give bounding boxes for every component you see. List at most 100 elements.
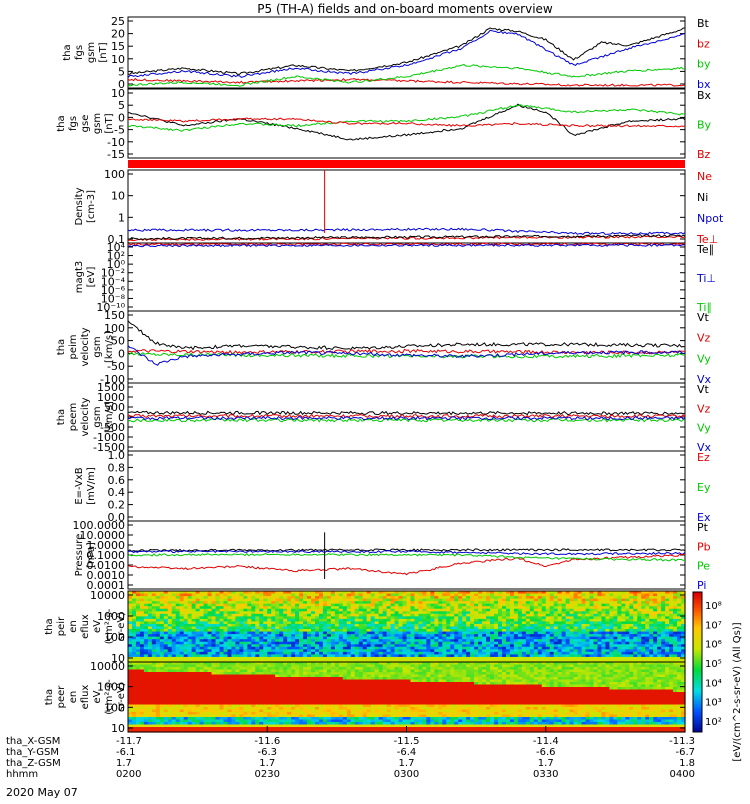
y-axis-label: [eV] xyxy=(86,267,97,288)
y-tick-label: 150 xyxy=(104,309,125,322)
legend-entry: Vy xyxy=(697,422,711,435)
series-Bt xyxy=(128,28,685,75)
y-tick-label: 0.6 xyxy=(108,474,126,487)
series-Vt xyxy=(128,411,685,414)
y-tick-label: 10 xyxy=(111,190,125,203)
legend-entry: Vy xyxy=(697,352,711,365)
legend-entry: Vt xyxy=(697,311,710,324)
y-tick-label: 0.4 xyxy=(108,486,126,499)
legend-entry: Ez xyxy=(697,451,710,464)
series-Vt xyxy=(128,321,685,350)
panel-pressure: 100.000010.00001.00000.10000.01000.00100… xyxy=(73,519,711,592)
legend-entry: Bx xyxy=(697,89,712,102)
legend-entry: By xyxy=(697,119,712,132)
y-axis-label: velocity xyxy=(80,397,91,436)
y-axis-label: fgs xyxy=(74,45,85,60)
y-tick-label: 25 xyxy=(111,15,125,28)
panel-frame xyxy=(128,170,685,243)
y-tick-label: 0 xyxy=(118,111,125,124)
y-tick-label: 10 xyxy=(111,87,125,100)
panel-frame xyxy=(128,243,685,311)
y-axis-label: peem xyxy=(68,403,79,431)
y-tick-label: 10 xyxy=(111,53,125,66)
panel-frame xyxy=(128,311,685,383)
panel-temp: 10⁴10²10⁰10⁻²10⁻⁴10⁻⁶10⁻⁸10⁻¹⁰magt3[eV]T… xyxy=(74,241,716,314)
series-bz xyxy=(128,79,685,87)
y-axis-label: E=-VxB xyxy=(74,467,85,504)
y-axis-label: peir xyxy=(56,616,67,636)
y-axis-label: gsm xyxy=(92,406,103,427)
y-axis-label: [nPa] xyxy=(86,542,97,568)
series-Pe xyxy=(128,554,685,561)
y-tick-label: -15 xyxy=(107,148,125,161)
y-axis-label: gsm xyxy=(92,113,103,134)
legend-entry: Ne xyxy=(697,170,712,183)
y-tick-label: 15 xyxy=(111,40,125,53)
series-Npot xyxy=(128,228,685,234)
panel-frame xyxy=(128,451,685,521)
y-axis-label: [nT] xyxy=(98,42,109,62)
y-axis-label: Density xyxy=(74,187,85,225)
y-axis-label: eflux xyxy=(80,614,91,639)
legend-entry: Bz xyxy=(697,148,711,161)
y-axis-label: tha xyxy=(56,339,67,355)
y-axis-label: magt3 xyxy=(74,261,85,294)
series-Vy xyxy=(128,419,685,422)
series-by xyxy=(128,65,685,87)
legend-entry: Vz xyxy=(697,332,711,345)
y-axis-label: peim xyxy=(68,334,79,359)
y-tick-label: 1 xyxy=(118,211,125,224)
y-axis-label: [nT] xyxy=(104,113,115,133)
y-axis-label: [mV/m] xyxy=(86,467,97,505)
legend-entry: Te∥ xyxy=(696,243,714,256)
y-axis-label: fgs xyxy=(68,116,79,131)
legend-entry: Npot xyxy=(697,212,724,225)
series-Pi xyxy=(128,551,685,555)
y-tick-label: -5 xyxy=(114,124,125,137)
series-Pb xyxy=(128,554,685,575)
y-axis-label: en xyxy=(68,620,79,633)
y-axis-label: [km/s] xyxy=(104,401,115,433)
legend-entry: Vt xyxy=(697,383,710,396)
y-tick-label: 0.2 xyxy=(108,499,126,512)
y-tick-label: 100 xyxy=(104,168,125,181)
legend-entry: Pe xyxy=(697,560,710,573)
y-axis-label: velocity xyxy=(80,327,91,366)
legend-entry: bz xyxy=(697,37,710,50)
y-tick-label: 0 xyxy=(118,347,125,360)
y-tick-label: 10000 xyxy=(90,589,125,602)
y-tick-label: 20 xyxy=(111,28,125,41)
status-bar xyxy=(128,160,685,168)
legend-entry: Ti⊥ xyxy=(696,272,716,285)
y-axis-label: tha xyxy=(56,409,67,425)
legend-entry: by xyxy=(697,58,711,71)
y-axis-label: gsm xyxy=(86,42,97,63)
y-tick-label: 5 xyxy=(118,99,125,112)
y-tick-label: -10 xyxy=(107,136,125,149)
legend-entry: Ni xyxy=(697,191,708,204)
y-tick-label: 5 xyxy=(118,65,125,78)
plot-title: P5 (TH-A) fields and on-board moments ov… xyxy=(257,2,553,16)
y-axis-label: tha xyxy=(56,115,67,131)
legend-entry: Bt xyxy=(697,17,710,30)
y-axis-label: [cm-3] xyxy=(86,190,97,223)
legend-entry: Vz xyxy=(697,402,711,415)
y-axis-label: tha xyxy=(62,44,73,60)
y-tick-label: 1.0 xyxy=(108,449,126,462)
y-axis-label: Pressure xyxy=(74,534,85,577)
legend-entry: Ey xyxy=(697,481,711,494)
y-axis-label: (cm²-s- xyxy=(104,608,115,644)
y-axis-label: gse xyxy=(80,115,91,133)
y-axis-label: [km/s] xyxy=(104,331,115,363)
